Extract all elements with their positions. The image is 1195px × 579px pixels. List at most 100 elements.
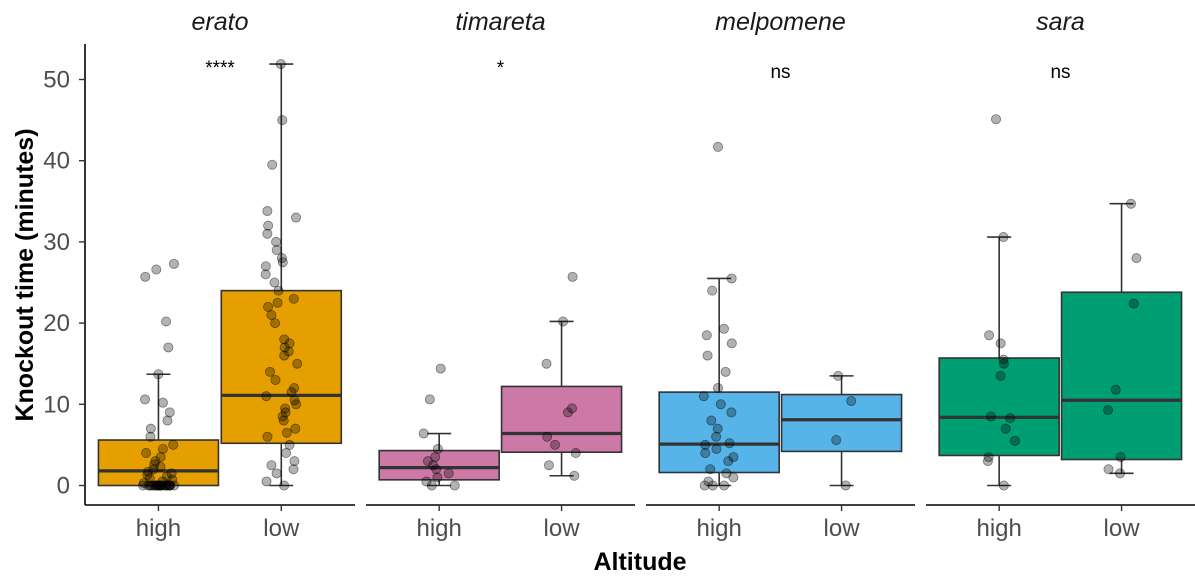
data-point — [266, 460, 277, 471]
data-point — [846, 396, 857, 407]
data-point — [703, 476, 714, 487]
data-point — [719, 480, 730, 491]
data-point — [706, 415, 717, 426]
data-point — [435, 363, 446, 374]
data-point — [833, 370, 844, 381]
box-low — [500, 385, 623, 454]
data-point — [271, 468, 282, 479]
data-point — [163, 480, 174, 491]
data-point — [164, 480, 175, 491]
data-point — [277, 411, 288, 422]
data-point — [156, 480, 167, 491]
data-point — [728, 452, 739, 463]
box-high — [97, 439, 220, 487]
data-point — [550, 439, 561, 450]
x-tick-label-high: high — [976, 515, 1021, 542]
y-tick-label: 40 — [43, 148, 70, 175]
data-point — [1005, 413, 1016, 424]
data-point — [262, 431, 273, 442]
data-point — [161, 480, 172, 491]
data-point — [151, 480, 162, 491]
data-point — [273, 285, 284, 296]
data-point — [726, 338, 737, 349]
y-tick-label: 0 — [57, 473, 70, 500]
data-point — [151, 264, 162, 275]
data-point — [558, 316, 569, 327]
data-point — [279, 480, 290, 491]
data-point — [260, 261, 271, 272]
y-tick-label: 10 — [43, 391, 70, 418]
box-low — [220, 289, 343, 445]
data-point — [138, 480, 149, 491]
box-low — [780, 393, 903, 453]
significance-label: * — [497, 58, 505, 79]
data-point — [279, 350, 290, 361]
data-point — [998, 480, 1009, 491]
data-point — [275, 59, 286, 70]
data-point — [724, 438, 735, 449]
data-point — [286, 387, 297, 398]
data-point — [262, 228, 273, 239]
data-point — [432, 472, 443, 483]
data-point — [711, 431, 722, 442]
data-point — [707, 285, 718, 296]
data-point — [262, 206, 273, 217]
data-point — [1000, 423, 1011, 434]
data-point — [160, 480, 171, 491]
data-point — [711, 443, 722, 454]
data-point — [982, 456, 993, 467]
data-point — [284, 338, 295, 349]
data-point — [726, 273, 737, 284]
data-point — [289, 456, 300, 467]
data-point — [155, 452, 166, 463]
data-point — [723, 456, 734, 467]
data-point — [145, 431, 156, 442]
data-point — [138, 478, 149, 489]
data-point — [831, 435, 842, 446]
significance-label: ns — [1050, 62, 1070, 83]
data-point — [281, 427, 292, 438]
data-point — [277, 115, 288, 126]
data-point — [991, 114, 1002, 125]
data-point — [289, 395, 300, 406]
data-point — [715, 399, 726, 410]
y-tick-label: 20 — [43, 310, 70, 337]
data-point — [154, 480, 165, 491]
data-point — [271, 236, 282, 247]
data-point — [541, 358, 552, 369]
data-point — [141, 448, 152, 459]
data-point — [1009, 435, 1020, 446]
data-point — [281, 448, 292, 459]
data-point — [430, 452, 441, 463]
data-point — [984, 330, 995, 341]
data-point — [702, 350, 713, 361]
data-point — [164, 407, 175, 418]
y-tick-label: 50 — [43, 67, 70, 94]
data-point — [279, 342, 290, 353]
data-point — [288, 464, 299, 475]
data-point — [150, 456, 161, 467]
data-point — [149, 459, 160, 470]
data-point — [161, 471, 172, 482]
box-high — [378, 449, 500, 481]
panel-title-erato: erato — [192, 8, 249, 36]
x-tick-label-low: low — [1104, 515, 1141, 542]
data-point — [155, 480, 166, 491]
panel-title-sara: sara — [1036, 8, 1085, 36]
data-point — [155, 461, 166, 472]
box-high — [658, 391, 780, 474]
data-point — [700, 439, 711, 450]
data-point — [168, 439, 179, 450]
data-point — [985, 411, 996, 422]
data-point — [157, 397, 168, 408]
data-point — [263, 220, 274, 231]
y-tick-label: 30 — [43, 229, 70, 256]
data-point — [426, 480, 437, 491]
data-point — [443, 468, 454, 479]
data-point — [139, 394, 150, 405]
data-point — [161, 316, 172, 327]
data-point — [422, 456, 433, 467]
data-point — [154, 480, 165, 491]
